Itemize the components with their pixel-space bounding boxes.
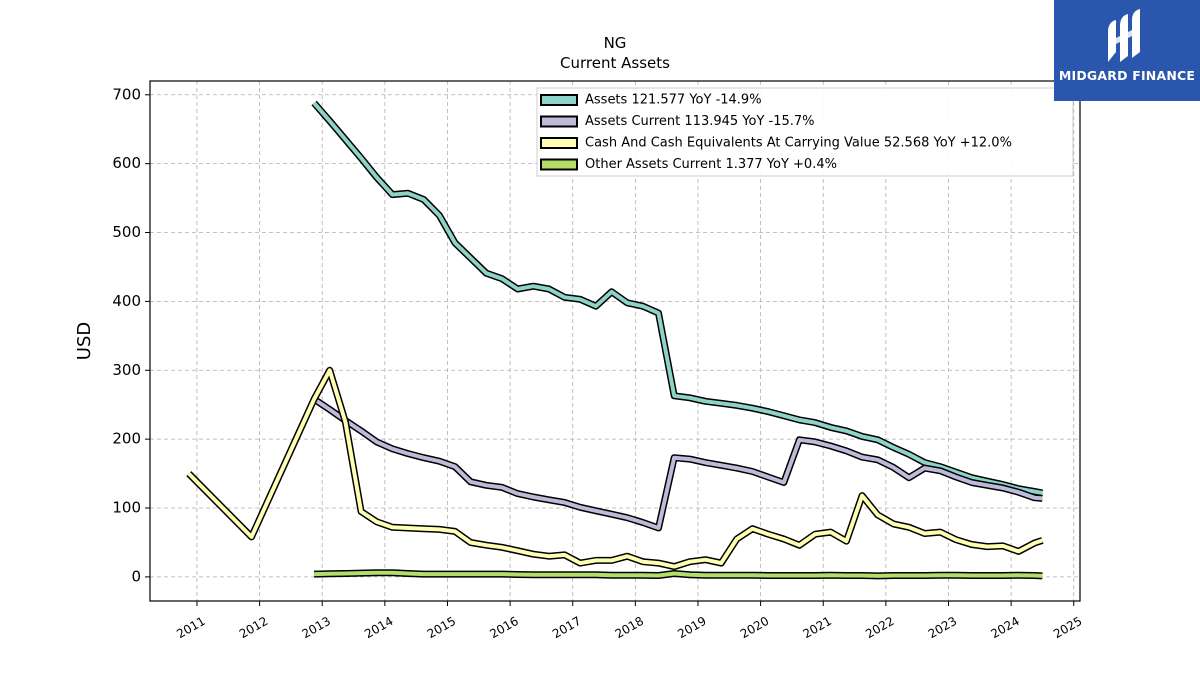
y-axis-label: USD: [74, 322, 95, 360]
chart-subtitle: Current Assets: [560, 54, 670, 72]
x-tick-label: 2013: [299, 614, 332, 641]
x-tick-label: 2025: [1051, 614, 1084, 641]
plot-frame: [149, 80, 1081, 602]
x-tick-label: 2014: [362, 614, 395, 641]
legend-label: Other Assets Current 1.377 YoY +0.4%: [585, 157, 837, 172]
legend-box: [536, 87, 1074, 177]
series-line-1: [312, 101, 1043, 495]
x-tick-label: 2021: [801, 614, 834, 641]
y-ticks: 0 100 200 300 400 500 600 700: [112, 85, 150, 585]
logo-mark-icon: [1108, 9, 1140, 62]
x-tick-label: 2018: [613, 614, 646, 641]
x-tick-label: 2022: [863, 614, 896, 641]
series-line-4: [314, 570, 1043, 578]
legend-swatch: [540, 158, 578, 171]
chart-title: NG: [604, 34, 627, 52]
midgard-finance-logo: MIDGARD FINANCE: [1054, 0, 1200, 101]
legend-swatch: [540, 137, 578, 149]
y-tick-label: 0: [131, 567, 141, 585]
legend-label: Assets 121.577 YoY -14.9%: [585, 93, 762, 108]
x-tick-label: 2016: [487, 614, 520, 641]
x-tick-label: 2017: [550, 614, 583, 641]
logo-text: MIDGARD FINANCE: [1058, 68, 1196, 83]
x-ticks: 2011 2012 2013 2014 2015 2016 2017 2018 2019 2020…: [174, 601, 1084, 641]
x-tick-label: 2019: [675, 614, 708, 641]
y-tick-label: 300: [112, 361, 141, 379]
legend-label: Cash And Cash Equivalents At Carrying Va…: [585, 136, 1012, 151]
x-tick-label: 2024: [988, 614, 1021, 641]
x-tick-label: 2015: [425, 614, 458, 641]
legend-swatch: [540, 94, 578, 106]
x-tick-label: 2011: [174, 614, 207, 641]
y-tick-label: 500: [112, 223, 141, 241]
series-line-2: [312, 397, 1043, 530]
series-line-3: [187, 368, 1044, 569]
y-tick-label: 400: [112, 292, 141, 310]
x-tick-label: 2020: [738, 614, 771, 641]
y-tick-label: 100: [112, 499, 141, 517]
legend: Assets 121.577 YoY -14.9% Assets Current …: [536, 87, 1074, 177]
y-tick-label: 200: [112, 430, 141, 448]
x-tick-label: 2023: [926, 614, 959, 641]
series-outline-3: [186, 366, 1044, 571]
y-tick-label: 700: [112, 85, 141, 103]
legend-swatch: [540, 115, 578, 128]
x-tick-label: 2012: [237, 614, 270, 641]
legend-label: Assets Current 113.945 YoY -15.7%: [585, 114, 815, 129]
series-lines: [186, 100, 1044, 580]
y-tick-label: 600: [112, 154, 141, 172]
